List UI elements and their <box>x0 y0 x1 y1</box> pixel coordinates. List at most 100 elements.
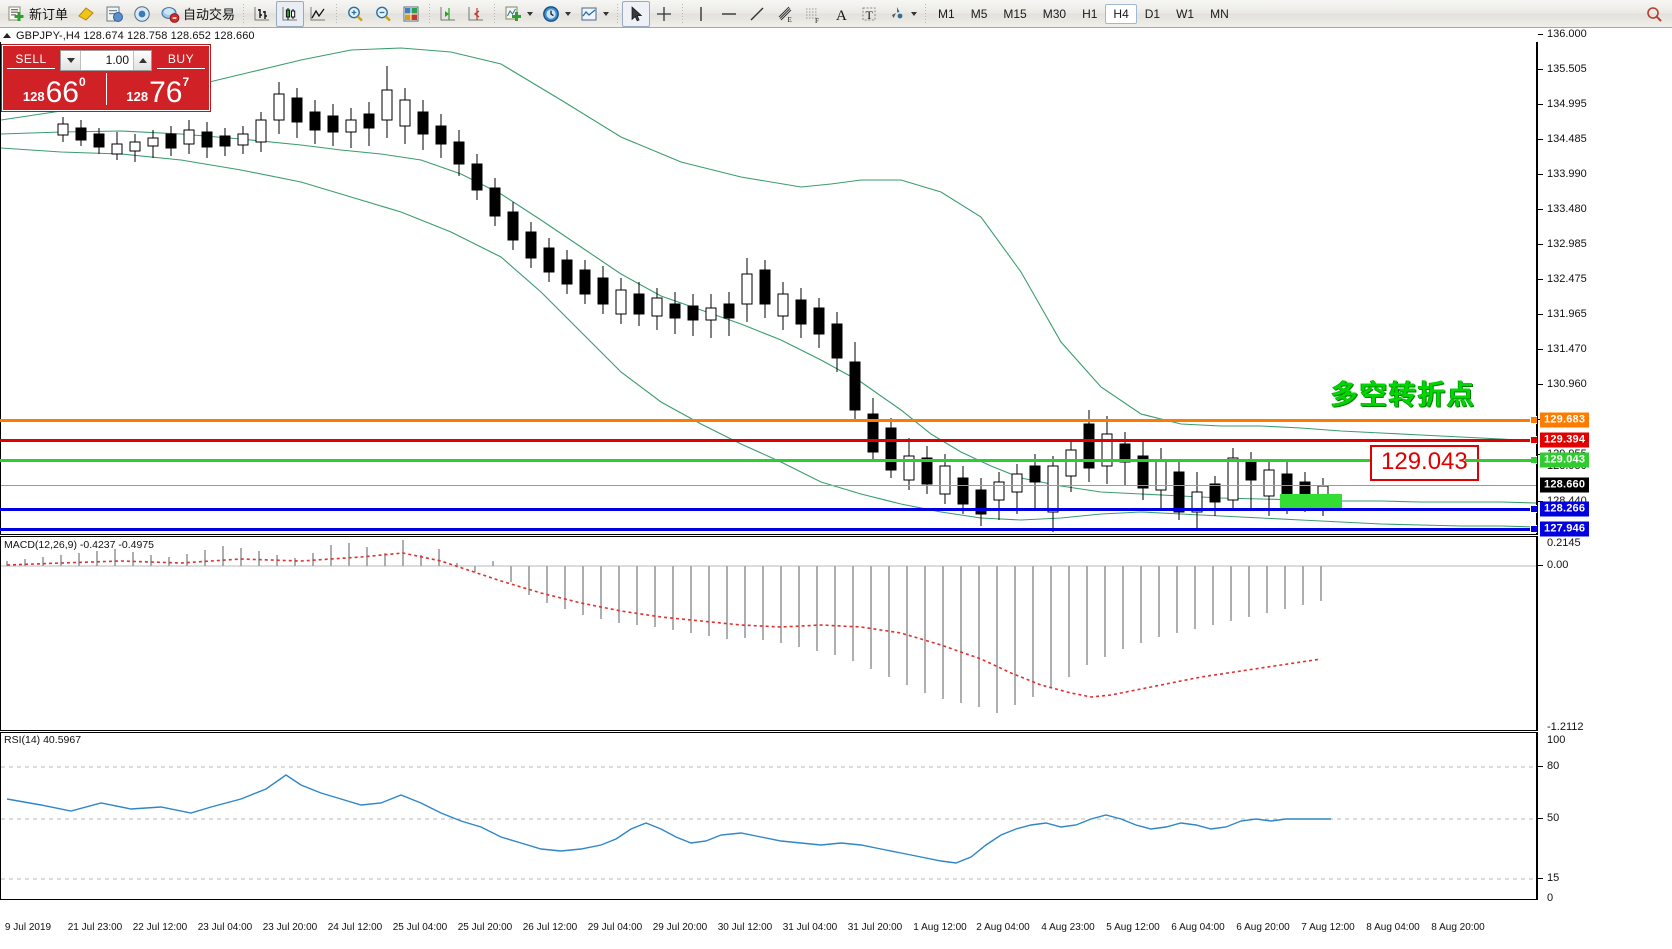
axis-tick <box>1538 766 1543 767</box>
timeframe-h1[interactable]: H1 <box>1082 6 1098 21</box>
templates-button[interactable] <box>575 1 613 27</box>
vertical-line-button[interactable] <box>687 1 715 27</box>
navigator-button[interactable] <box>128 1 156 27</box>
sell-price[interactable]: 128 66 0 <box>3 71 106 108</box>
axis-tick <box>1538 818 1543 819</box>
rsi-pane[interactable] <box>0 732 1537 900</box>
shapes-button[interactable] <box>883 1 921 27</box>
x-tick-21: 8 Aug 04:00 <box>1366 922 1420 933</box>
chart-area[interactable]: 多空转折点 129.043 <box>0 28 1672 949</box>
chart-annotation-text[interactable]: 多空转折点 <box>1331 380 1476 410</box>
text-label-icon: T <box>859 4 879 24</box>
level-tag-support-upper[interactable]: 129.043 <box>1540 452 1590 468</box>
x-tick-3: 23 Jul 04:00 <box>197 922 253 933</box>
trendline-button[interactable] <box>743 1 771 27</box>
shapes-icon <box>887 4 907 24</box>
horizontal-line-button[interactable] <box>715 1 743 27</box>
axis-tick <box>1538 349 1543 350</box>
price-callout-box[interactable]: 129.043 <box>1370 445 1479 481</box>
macd-chart-svg <box>1 540 1536 713</box>
volume-input[interactable]: 1.00 <box>60 49 152 71</box>
timeframe-m1[interactable]: M1 <box>938 6 955 21</box>
auto-trading-label: 自动交易 <box>183 7 236 22</box>
axis-tick <box>1538 34 1543 35</box>
macd-pane[interactable] <box>0 536 1537 731</box>
zoom-in-button[interactable] <box>341 1 369 27</box>
zoom-out-button[interactable] <box>369 1 397 27</box>
shift-end-icon <box>438 4 458 24</box>
x-tick-18: 6 Aug 04:00 <box>1171 922 1225 933</box>
level-line-support-upper[interactable] <box>0 459 1537 462</box>
period-caret-icon[interactable] <box>565 11 572 16</box>
tile-windows-button[interactable] <box>397 1 425 27</box>
level-line-resistance-upper[interactable] <box>0 419 1537 422</box>
level-line-resistance-lower[interactable] <box>1232 439 1537 442</box>
price-pane[interactable] <box>0 42 1537 535</box>
sell-button[interactable]: SELL <box>7 52 55 69</box>
search-icon[interactable] <box>1644 4 1664 24</box>
macd-histogram <box>6 540 1322 713</box>
collapse-triangle-icon[interactable] <box>3 33 11 38</box>
timeframe-h4[interactable]: H4 <box>1105 3 1137 24</box>
x-tick-11: 30 Jul 12:00 <box>717 922 773 933</box>
x-tick-8: 26 Jul 12:00 <box>522 922 578 933</box>
auto-trading-button[interactable]: 自动交易 <box>156 1 239 27</box>
candlestick-chart-button[interactable] <box>276 0 305 27</box>
svg-text:E: E <box>788 16 792 24</box>
data-window-button[interactable] <box>100 1 128 27</box>
text-button[interactable]: A <box>827 1 855 27</box>
level-tag-resistance-lower[interactable]: 129.394 <box>1540 432 1590 448</box>
one-click-trading-panel[interactable]: SELL 1.00 BUY 128 66 0 128 76 <box>2 45 210 111</box>
timeframe-m5[interactable]: M5 <box>970 6 988 21</box>
text-label-button[interactable]: T <box>855 1 883 27</box>
level-tag-current-price: 128.660 <box>1540 477 1590 493</box>
timeframe-d1[interactable]: D1 <box>1144 6 1161 21</box>
auto-trading-icon <box>160 4 180 24</box>
timeframe-m30[interactable]: M30 <box>1042 6 1067 21</box>
axis-tick <box>1538 279 1543 280</box>
x-tick-0: 9 Jul 2019 <box>4 922 52 933</box>
axis-tick <box>1538 174 1543 175</box>
level-line-support-lower[interactable] <box>0 508 1537 511</box>
cursor-button[interactable] <box>622 0 651 27</box>
add-indicator-caret-icon[interactable] <box>527 11 534 16</box>
vline-icon <box>691 4 711 24</box>
shapes-caret-icon[interactable] <box>911 11 918 16</box>
timeframe-w1[interactable]: W1 <box>1176 6 1195 21</box>
volume-dropdown-icon[interactable] <box>61 50 81 70</box>
axis-tick <box>1538 384 1543 385</box>
line-chart-button[interactable] <box>304 1 332 27</box>
svg-text:A: A <box>836 8 847 24</box>
volume-value[interactable]: 1.00 <box>105 53 129 67</box>
buy-button[interactable]: BUY <box>157 52 205 69</box>
zoom-out-icon <box>373 4 393 24</box>
auto-scroll-button[interactable] <box>462 1 490 27</box>
level-tag-resistance-upper[interactable]: 129.683 <box>1540 412 1590 428</box>
add-indicator-button[interactable] <box>499 1 537 27</box>
crosshair-button[interactable] <box>650 1 678 27</box>
axis-tick <box>1538 878 1543 879</box>
price-chart-svg <box>1 47 1536 532</box>
buy-price-sup: 7 <box>182 75 190 89</box>
period-button[interactable] <box>537 1 575 27</box>
level-tag-support-bottom[interactable]: 127.946 <box>1540 521 1590 537</box>
templates-caret-icon[interactable] <box>603 11 610 16</box>
timeframe-m15[interactable]: M15 <box>1003 6 1027 21</box>
x-tick-7: 25 Jul 20:00 <box>457 922 513 933</box>
volume-stepper-up-icon[interactable] <box>133 50 151 70</box>
shift-end-button[interactable] <box>434 1 462 27</box>
new-order-button[interactable]: 新订单 <box>2 1 72 27</box>
level-line-support-bottom[interactable] <box>0 528 1537 531</box>
sell-price-big: 66 <box>45 76 79 109</box>
fibonacci-button[interactable]: F <box>799 1 827 27</box>
price-tick-132985: 132.985 <box>1547 238 1587 250</box>
timeframe-mn[interactable]: MN <box>1210 6 1229 21</box>
bar-chart-button[interactable] <box>248 1 276 27</box>
equidistant-channel-button[interactable]: E <box>771 1 799 27</box>
x-tick-2: 22 Jul 12:00 <box>132 922 188 933</box>
expert-advisor-button[interactable] <box>72 1 100 27</box>
x-tick-1: 21 Jul 23:00 <box>67 922 123 933</box>
level-line-resistance-lower-left[interactable] <box>0 439 1232 442</box>
buy-price[interactable]: 128 76 7 <box>107 71 210 108</box>
level-tag-support-lower[interactable]: 128.266 <box>1540 501 1590 517</box>
